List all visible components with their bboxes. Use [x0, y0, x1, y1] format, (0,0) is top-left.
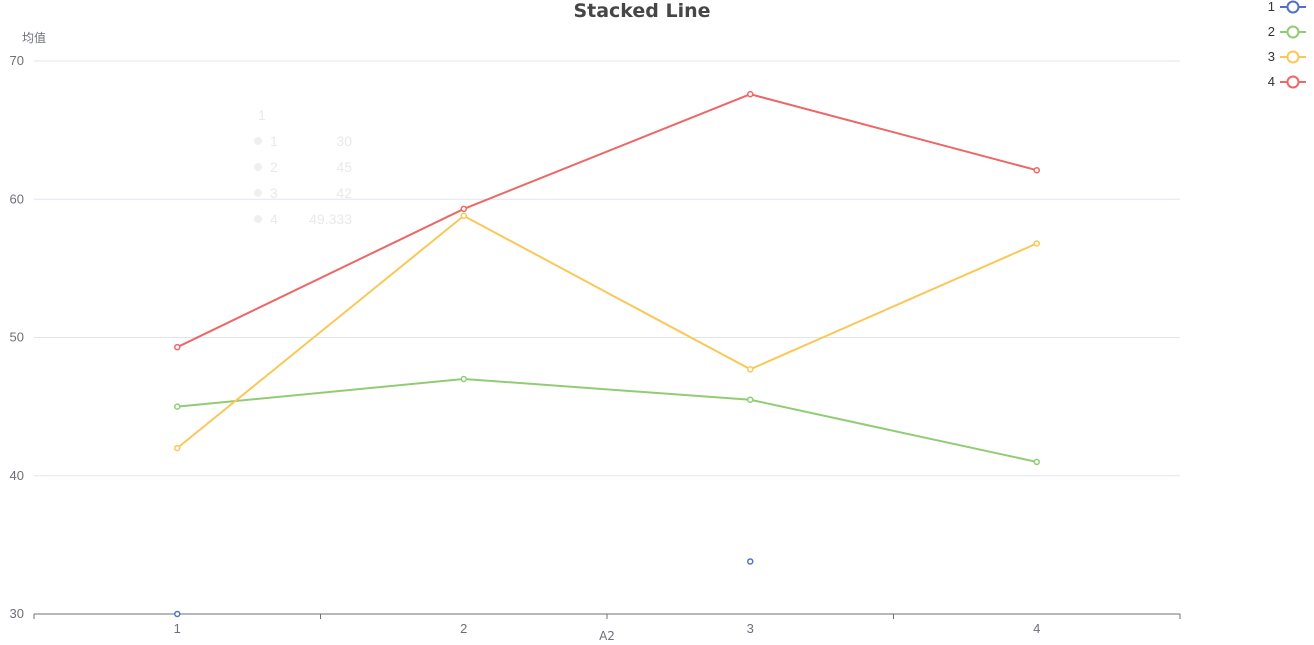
y-tick-label: 50: [10, 330, 24, 345]
x-tick-label: 1: [174, 621, 181, 636]
legend-marker-icon: [1286, 0, 1300, 14]
series-3-point: [460, 212, 467, 220]
legend-label: 4: [1268, 74, 1275, 89]
y-tick-label: 40: [10, 468, 24, 483]
y-tick-label: 60: [10, 191, 24, 206]
series-3-line: [176, 214, 1038, 449]
y-tick-label: 30: [10, 606, 24, 621]
tooltip-series-value: 30: [336, 133, 352, 149]
y-axis-title: 均值: [22, 30, 46, 45]
series-2-line: [177, 377, 1037, 463]
legend-label: 3: [1268, 49, 1275, 64]
series-2-point: [1033, 458, 1040, 466]
series-3-point: [174, 444, 181, 452]
tooltip-marker: [254, 163, 262, 171]
legend-label: 1: [1268, 0, 1275, 14]
series-lines: [174, 90, 1040, 618]
series-2-point: [747, 396, 754, 403]
x-tick-label: 4: [1033, 621, 1040, 636]
tooltip-marker: [254, 189, 262, 197]
series-4-point: [174, 343, 181, 351]
series-1-point: [747, 558, 754, 565]
x-axis-title: A2: [599, 629, 615, 643]
x-tick-label: 2: [460, 621, 467, 636]
tooltip-series-value: 45: [336, 159, 352, 175]
legend-item-3[interactable]: 3: [1268, 49, 1306, 64]
series-4-line: [176, 93, 1038, 349]
series-2-point: [460, 375, 467, 383]
series-4-point: [1033, 166, 1040, 174]
tooltip-series-name: 3: [270, 185, 278, 201]
tooltip-series-value: 42: [336, 185, 352, 201]
legend[interactable]: 1 2 3 4: [1268, 0, 1306, 89]
tooltip-ghost: 11 30 2 45 3 42 4 49.333: [254, 107, 352, 227]
legend-marker-icon: [1286, 75, 1300, 89]
legend-marker-icon: [1286, 50, 1300, 64]
tooltip-series-name: 4: [270, 211, 278, 227]
legend-label: 2: [1268, 24, 1275, 39]
tooltip-series-name: 2: [270, 159, 278, 175]
axes: 30 40 50 60 70 1 2 3 4: [10, 53, 1181, 636]
tooltip-marker: [254, 137, 262, 145]
tooltip-series-value: 49.333: [309, 211, 352, 227]
tooltip-marker: [254, 215, 262, 223]
series-4-point: [747, 90, 754, 98]
series-1-point: [174, 610, 181, 618]
tooltip-series-name: 1: [270, 133, 278, 149]
legend-item-1[interactable]: 1: [1268, 0, 1306, 14]
grid-lines: [34, 60, 1180, 477]
x-tick-label: 3: [747, 621, 754, 636]
tooltip-header: 1: [258, 107, 266, 123]
legend-item-2[interactable]: 2: [1268, 24, 1306, 39]
series-3-point: [747, 366, 754, 373]
legend-item-4[interactable]: 4: [1268, 74, 1306, 89]
chart-title: Stacked Line: [573, 0, 710, 22]
series-2-point: [174, 403, 181, 410]
y-tick-label: 70: [10, 53, 24, 68]
series-3-point: [1033, 240, 1040, 247]
legend-marker-icon: [1286, 25, 1300, 39]
series-4-point: [460, 205, 467, 213]
